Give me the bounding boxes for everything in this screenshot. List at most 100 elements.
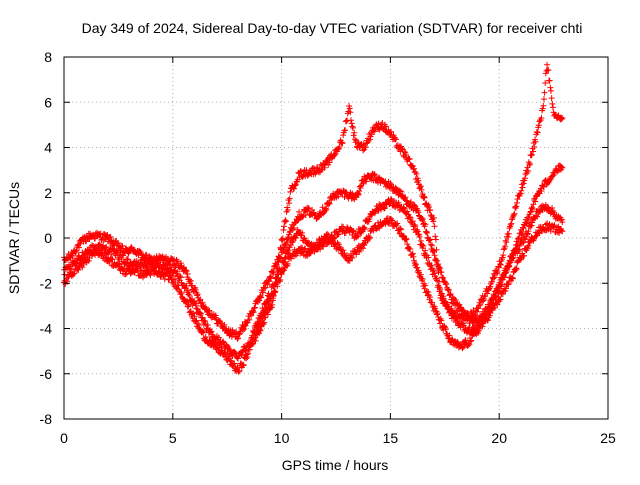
- data-point: [421, 194, 428, 201]
- data-point: [497, 296, 504, 303]
- data-point: [383, 123, 390, 130]
- data-point: [396, 187, 403, 194]
- data-point: [335, 241, 342, 248]
- data-point: [388, 128, 395, 135]
- data-point: [438, 317, 445, 324]
- data-point: [471, 313, 478, 320]
- data-point: [231, 360, 238, 367]
- data-point: [400, 204, 407, 211]
- data-point: [422, 247, 429, 254]
- data-point: [519, 184, 526, 191]
- data-point: [411, 221, 418, 228]
- data-point: [503, 268, 510, 275]
- data-point: [273, 274, 280, 281]
- data-point: [355, 139, 362, 146]
- data-point: [466, 315, 473, 322]
- data-point: [538, 187, 545, 194]
- data-point: [366, 136, 373, 143]
- data-point: [414, 264, 421, 271]
- data-point: [215, 334, 222, 341]
- data-point: [267, 304, 274, 311]
- data-point: [102, 244, 109, 251]
- data-point: [371, 171, 378, 178]
- data-point: [529, 219, 536, 226]
- data-point: [542, 221, 549, 228]
- data-point: [520, 180, 527, 187]
- data-point: [510, 211, 517, 218]
- data-point: [524, 231, 531, 238]
- data-point: [531, 235, 538, 242]
- data-point: [539, 105, 546, 112]
- data-point: [531, 143, 538, 150]
- data-point: [535, 122, 542, 129]
- data-point: [494, 270, 501, 277]
- y-tick-label: 2: [44, 185, 52, 201]
- data-point: [286, 229, 293, 236]
- data-point: [202, 333, 209, 340]
- data-point: [513, 203, 520, 210]
- data-point: [502, 243, 509, 250]
- data-point: [419, 241, 426, 248]
- data-point: [512, 204, 519, 211]
- data-point: [347, 109, 354, 116]
- data-point: [503, 239, 510, 246]
- y-tick-label: -8: [40, 411, 53, 427]
- data-point: [186, 292, 193, 299]
- data-point: [515, 248, 522, 254]
- data-point: [494, 268, 501, 275]
- data-point: [548, 95, 555, 102]
- data-point: [442, 324, 449, 331]
- data-point: [258, 294, 265, 301]
- data-point: [94, 247, 101, 254]
- data-point: [535, 229, 542, 236]
- data-point: [496, 279, 503, 286]
- data-point: [185, 289, 192, 296]
- data-point: [202, 318, 209, 325]
- data-point: [221, 321, 228, 328]
- data-point: [402, 197, 409, 204]
- data-point: [113, 250, 120, 257]
- data-point: [365, 218, 372, 225]
- data-point: [289, 239, 296, 246]
- data-point: [328, 234, 335, 241]
- data-point: [196, 309, 203, 316]
- data-point: [235, 335, 242, 342]
- data-point: [385, 219, 392, 226]
- data-point: [74, 265, 81, 272]
- y-tick-label: 8: [44, 49, 52, 65]
- data-point: [362, 144, 369, 151]
- data-point: [547, 228, 554, 235]
- data-point: [354, 231, 361, 238]
- data-point: [269, 297, 276, 304]
- data-point: [245, 350, 252, 357]
- data-point: [522, 236, 529, 243]
- data-point: [274, 265, 281, 272]
- data-point: [262, 284, 269, 291]
- data-point: [524, 218, 531, 225]
- data-point: [417, 183, 424, 190]
- data-point: [251, 305, 258, 312]
- data-point: [363, 178, 370, 185]
- data-point: [558, 164, 565, 171]
- data-point: [305, 205, 312, 212]
- data-point: [397, 188, 404, 195]
- data-point: [197, 310, 204, 317]
- data-point: [536, 118, 543, 125]
- data-point: [436, 278, 443, 285]
- data-point: [424, 229, 431, 236]
- series-track-4: [252, 61, 566, 344]
- data-point: [322, 207, 329, 214]
- data-point: [419, 191, 426, 198]
- data-point: [532, 198, 539, 205]
- data-point: [275, 259, 282, 266]
- data-point: [184, 270, 191, 277]
- data-point: [199, 299, 206, 306]
- axis-ticks: 0 5 10 15 20 25 -8 -6 -4 -2 0 2 4 6 8: [40, 49, 616, 446]
- data-point: [434, 310, 441, 317]
- data-point: [513, 199, 520, 206]
- data-point: [417, 237, 424, 244]
- data-point: [282, 218, 289, 225]
- data-point: [516, 246, 523, 253]
- data-point: [435, 284, 442, 291]
